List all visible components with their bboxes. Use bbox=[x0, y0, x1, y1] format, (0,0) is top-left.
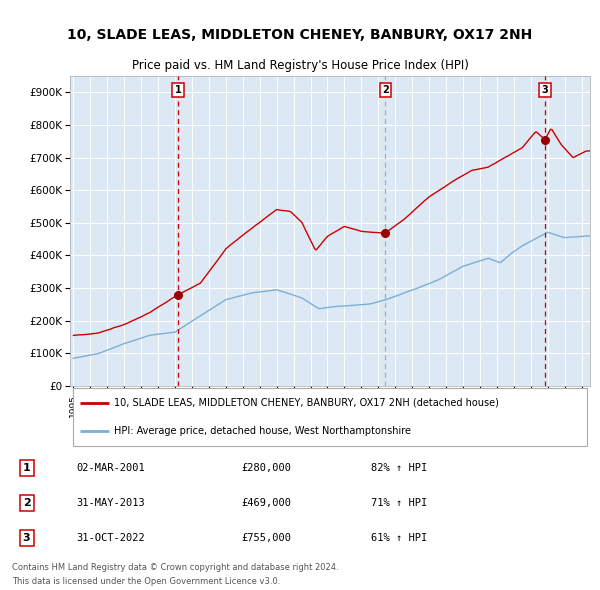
Text: 82% ↑ HPI: 82% ↑ HPI bbox=[371, 463, 427, 473]
Text: Price paid vs. HM Land Registry's House Price Index (HPI): Price paid vs. HM Land Registry's House … bbox=[131, 58, 469, 71]
Text: This data is licensed under the Open Government Licence v3.0.: This data is licensed under the Open Gov… bbox=[12, 578, 280, 586]
Text: HPI: Average price, detached house, West Northamptonshire: HPI: Average price, detached house, West… bbox=[114, 426, 411, 436]
Text: 10, SLADE LEAS, MIDDLETON CHENEY, BANBURY, OX17 2NH: 10, SLADE LEAS, MIDDLETON CHENEY, BANBUR… bbox=[67, 28, 533, 42]
Text: 3: 3 bbox=[23, 533, 31, 543]
Text: Contains HM Land Registry data © Crown copyright and database right 2024.: Contains HM Land Registry data © Crown c… bbox=[12, 562, 338, 572]
Text: 02-MAR-2001: 02-MAR-2001 bbox=[77, 463, 145, 473]
Text: 31-MAY-2013: 31-MAY-2013 bbox=[77, 498, 145, 508]
Text: £755,000: £755,000 bbox=[241, 533, 291, 543]
Text: £280,000: £280,000 bbox=[241, 463, 291, 473]
FancyBboxPatch shape bbox=[73, 388, 587, 445]
Text: 1: 1 bbox=[23, 463, 31, 473]
Text: 61% ↑ HPI: 61% ↑ HPI bbox=[371, 533, 427, 543]
Text: 31-OCT-2022: 31-OCT-2022 bbox=[77, 533, 145, 543]
Text: 2: 2 bbox=[23, 498, 31, 508]
Text: £469,000: £469,000 bbox=[241, 498, 291, 508]
Text: 2: 2 bbox=[382, 85, 389, 95]
Text: 71% ↑ HPI: 71% ↑ HPI bbox=[371, 498, 427, 508]
Text: 10, SLADE LEAS, MIDDLETON CHENEY, BANBURY, OX17 2NH (detached house): 10, SLADE LEAS, MIDDLETON CHENEY, BANBUR… bbox=[114, 398, 499, 408]
Text: 1: 1 bbox=[175, 85, 181, 95]
Text: 3: 3 bbox=[541, 85, 548, 95]
